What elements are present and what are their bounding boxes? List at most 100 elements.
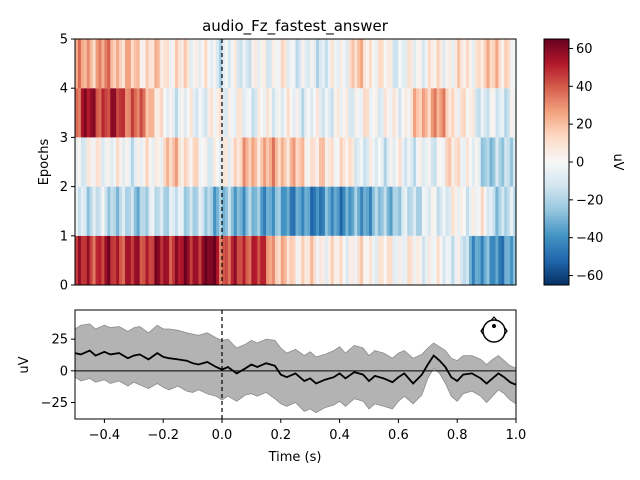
heatmap-cell xyxy=(492,235,497,285)
heatmap-cell xyxy=(136,88,141,138)
heatmap-cell xyxy=(295,39,300,89)
heatmap-cell xyxy=(224,88,229,138)
heatmap-cell xyxy=(186,186,191,236)
heatmap-cell xyxy=(418,235,423,285)
heatmap-cell xyxy=(354,186,358,236)
heatmap-cell xyxy=(222,235,226,285)
heatmap-cell xyxy=(251,88,255,138)
heatmap-cell xyxy=(148,137,153,187)
heatmap-cell xyxy=(180,186,185,236)
heatmap-cell xyxy=(307,186,311,236)
heatmap-cell xyxy=(83,88,88,138)
heatmap-cell xyxy=(507,186,511,236)
heatmap-cell xyxy=(154,186,158,236)
heatmap-cell xyxy=(92,186,97,236)
heatmap-cell xyxy=(342,235,347,285)
heatmap-cell xyxy=(460,137,464,187)
heatmap-cell xyxy=(474,235,479,285)
heatmap-cell xyxy=(433,186,438,236)
heatmap-cell xyxy=(316,88,320,138)
heatmap-cell xyxy=(133,235,138,285)
heatmap-cell xyxy=(116,186,120,236)
heatmap-cell xyxy=(133,186,138,236)
heatmap-cell xyxy=(192,235,197,285)
heatmap-cell xyxy=(274,186,279,236)
heatmap-cell xyxy=(316,235,320,285)
heatmap-cell xyxy=(389,186,394,236)
heatmap-cell xyxy=(107,88,111,138)
heatmap-cell xyxy=(451,235,455,285)
heatmap-cell xyxy=(166,235,170,285)
heatmap-cell xyxy=(301,235,305,285)
heatmap-cell xyxy=(430,186,435,236)
heatmap-cell xyxy=(77,186,82,236)
heatmap-cell xyxy=(504,39,508,89)
heatmap-cell xyxy=(504,186,508,236)
heatmap-cell xyxy=(407,88,411,138)
heatmap-cell xyxy=(366,137,370,187)
heatmap-cell xyxy=(266,88,270,138)
heatmap-cell xyxy=(336,235,341,285)
heatmap-cell xyxy=(448,186,452,236)
heatmap-cell xyxy=(107,235,111,285)
heatmap-cell xyxy=(480,235,485,285)
heatmap-cell xyxy=(254,39,258,89)
heatmap-cell xyxy=(313,235,317,285)
heatmap-cell xyxy=(401,88,405,138)
heatmap-cell xyxy=(313,39,317,89)
heatmap-cell xyxy=(316,137,320,187)
heatmap-cell xyxy=(216,88,220,138)
heatmap-cell xyxy=(351,137,355,187)
heatmap-cell xyxy=(127,39,132,89)
heatmap-cell xyxy=(418,39,423,89)
heatmap-cell xyxy=(439,186,444,236)
heatmap-cell xyxy=(174,235,179,285)
heatmap-y-tick-label: 1 xyxy=(60,229,68,244)
heatmap-cell xyxy=(339,39,344,89)
heatmap-cell xyxy=(342,39,347,89)
heatmap-cell xyxy=(392,88,397,138)
heatmap-cell xyxy=(298,39,302,89)
heatmap-cell xyxy=(142,88,147,138)
heatmap-cell xyxy=(113,88,117,138)
heatmap-cell xyxy=(239,186,244,236)
heatmap-cell xyxy=(369,137,373,187)
heatmap-cell xyxy=(304,88,308,138)
heatmap-cell xyxy=(292,88,297,138)
heatmap-cell xyxy=(204,186,208,236)
heatmap-cell xyxy=(418,186,423,236)
heatmap-cell xyxy=(354,235,358,285)
heatmap-y-tick-label: 2 xyxy=(60,180,68,195)
heatmap-cell xyxy=(210,186,214,236)
heatmap-cell xyxy=(442,235,447,285)
heatmap-cell xyxy=(260,137,264,187)
heatmap-cell xyxy=(166,186,170,236)
heatmap-cell xyxy=(369,39,373,89)
heatmap-cell xyxy=(133,39,138,89)
heatmap-cell xyxy=(460,235,464,285)
erp-frame xyxy=(74,309,517,420)
heatmap-cell xyxy=(492,88,497,138)
heatmap-cell xyxy=(163,235,167,285)
heatmap-cell xyxy=(210,39,214,89)
colorbar-tick-label: 0 xyxy=(576,156,584,171)
heatmap-cell xyxy=(98,39,103,89)
erp-y-tick-label: 25 xyxy=(51,333,68,348)
heatmap-cell xyxy=(130,186,135,236)
heatmap-cell xyxy=(204,137,208,187)
heatmap-cell xyxy=(454,235,458,285)
heatmap-cell xyxy=(89,186,94,236)
heatmap-cell xyxy=(166,39,170,89)
heatmap-cell xyxy=(189,88,194,138)
heatmap-cell xyxy=(124,235,129,285)
heatmap-cell xyxy=(192,88,197,138)
heatmap-cell xyxy=(219,137,223,187)
heatmap-cell xyxy=(92,137,97,187)
heatmap-cell xyxy=(324,88,329,138)
heatmap-cell xyxy=(463,186,467,236)
colorbar-tick-label: 60 xyxy=(576,42,593,57)
heatmap-cell xyxy=(392,186,397,236)
heatmap-cell xyxy=(189,137,194,187)
heatmap-cell xyxy=(248,88,252,138)
heatmap-cell xyxy=(448,235,452,285)
